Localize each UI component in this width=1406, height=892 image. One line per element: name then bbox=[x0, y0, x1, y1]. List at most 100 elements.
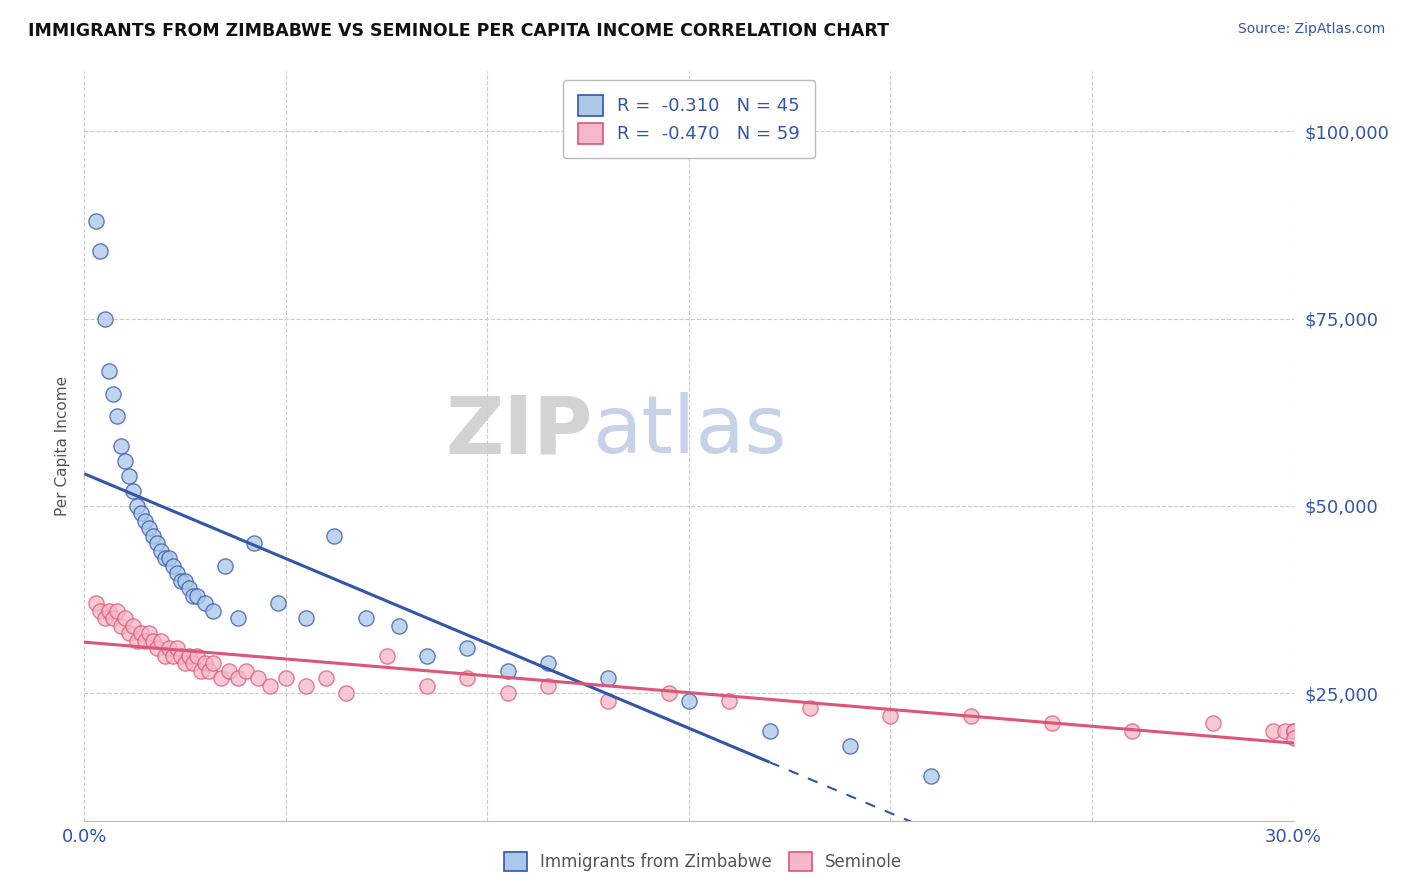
Point bbox=[157, 551, 180, 566]
Point bbox=[86, 596, 108, 610]
Point bbox=[194, 596, 217, 610]
Point bbox=[496, 664, 519, 678]
Point bbox=[101, 611, 124, 625]
Point bbox=[162, 558, 184, 573]
Point bbox=[114, 611, 136, 625]
Text: atlas: atlas bbox=[592, 392, 786, 470]
Point bbox=[598, 694, 620, 708]
Point bbox=[174, 574, 197, 588]
Point bbox=[138, 626, 160, 640]
Point bbox=[198, 664, 221, 678]
Point bbox=[202, 604, 225, 618]
Point bbox=[153, 648, 176, 663]
Point bbox=[114, 454, 136, 468]
Point bbox=[93, 611, 115, 625]
Point bbox=[134, 514, 156, 528]
Point bbox=[879, 708, 901, 723]
Point bbox=[315, 671, 337, 685]
Point bbox=[375, 648, 398, 663]
Point bbox=[496, 686, 519, 700]
Point bbox=[658, 686, 681, 700]
Point bbox=[839, 739, 862, 753]
Point bbox=[190, 664, 212, 678]
Point bbox=[209, 671, 232, 685]
Text: IMMIGRANTS FROM ZIMBABWE VS SEMINOLE PER CAPITA INCOME CORRELATION CHART: IMMIGRANTS FROM ZIMBABWE VS SEMINOLE PER… bbox=[28, 22, 889, 40]
Point bbox=[388, 619, 411, 633]
Point bbox=[246, 671, 269, 685]
Point bbox=[598, 671, 620, 685]
Point bbox=[93, 311, 115, 326]
Point bbox=[718, 694, 741, 708]
Point bbox=[181, 657, 204, 671]
Point bbox=[118, 469, 141, 483]
Point bbox=[125, 499, 148, 513]
Point bbox=[162, 648, 184, 663]
Point bbox=[456, 641, 478, 656]
Point bbox=[97, 604, 120, 618]
Point bbox=[226, 611, 249, 625]
Point bbox=[101, 386, 124, 401]
Legend: Immigrants from Zimbabwe, Seminole: Immigrants from Zimbabwe, Seminole bbox=[495, 843, 911, 880]
Text: Source: ZipAtlas.com: Source: ZipAtlas.com bbox=[1237, 22, 1385, 37]
Point bbox=[226, 671, 249, 685]
Legend: R =  -0.310   N = 45, R =  -0.470   N = 59: R = -0.310 N = 45, R = -0.470 N = 59 bbox=[564, 80, 814, 158]
Point bbox=[202, 657, 225, 671]
Point bbox=[356, 611, 378, 625]
Point bbox=[97, 364, 120, 378]
Point bbox=[134, 633, 156, 648]
Point bbox=[149, 544, 172, 558]
Point bbox=[960, 708, 983, 723]
Point bbox=[149, 633, 172, 648]
Point bbox=[179, 582, 201, 596]
Text: ZIP: ZIP bbox=[444, 392, 592, 470]
Point bbox=[323, 529, 346, 543]
Point bbox=[186, 589, 208, 603]
Point bbox=[235, 664, 257, 678]
Point bbox=[274, 671, 297, 685]
Point bbox=[146, 641, 169, 656]
Point bbox=[166, 566, 188, 581]
Point bbox=[110, 619, 132, 633]
Point bbox=[1274, 723, 1296, 738]
Point bbox=[1263, 723, 1285, 738]
Point bbox=[89, 604, 111, 618]
Point bbox=[170, 574, 193, 588]
Point bbox=[1040, 716, 1063, 731]
Point bbox=[758, 723, 780, 738]
Point bbox=[129, 507, 152, 521]
Point bbox=[121, 483, 143, 498]
Point bbox=[295, 679, 318, 693]
Point bbox=[146, 536, 169, 550]
Point bbox=[416, 679, 439, 693]
Point bbox=[129, 626, 152, 640]
Point bbox=[1202, 716, 1225, 731]
Point bbox=[1282, 723, 1305, 738]
Point bbox=[142, 529, 165, 543]
Point bbox=[170, 648, 193, 663]
Point bbox=[259, 679, 281, 693]
Point bbox=[295, 611, 318, 625]
Point bbox=[186, 648, 208, 663]
Y-axis label: Per Capita Income: Per Capita Income bbox=[55, 376, 70, 516]
Point bbox=[89, 244, 111, 259]
Point bbox=[1282, 723, 1305, 738]
Point bbox=[242, 536, 264, 550]
Point bbox=[1282, 731, 1305, 746]
Point bbox=[179, 648, 201, 663]
Point bbox=[138, 521, 160, 535]
Point bbox=[335, 686, 357, 700]
Point bbox=[118, 626, 141, 640]
Point bbox=[1121, 723, 1143, 738]
Point bbox=[920, 769, 942, 783]
Point bbox=[157, 641, 180, 656]
Point bbox=[218, 664, 240, 678]
Point bbox=[181, 589, 204, 603]
Point bbox=[153, 551, 176, 566]
Point bbox=[537, 657, 560, 671]
Point bbox=[799, 701, 821, 715]
Point bbox=[678, 694, 700, 708]
Point bbox=[194, 657, 217, 671]
Point bbox=[537, 679, 560, 693]
Point bbox=[267, 596, 290, 610]
Point bbox=[214, 558, 236, 573]
